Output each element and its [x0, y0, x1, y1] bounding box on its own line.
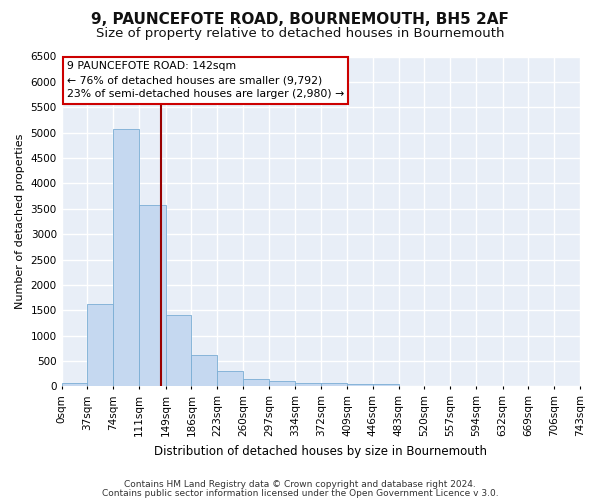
Text: Contains public sector information licensed under the Open Government Licence v : Contains public sector information licen… [101, 489, 499, 498]
Bar [139, 205, 166, 386]
Bar [373, 384, 398, 386]
Bar [321, 382, 347, 386]
Bar [269, 382, 295, 386]
Bar [62, 382, 88, 386]
Bar [166, 316, 191, 386]
Bar [113, 129, 139, 386]
Text: 9, PAUNCEFOTE ROAD, BOURNEMOUTH, BH5 2AF: 9, PAUNCEFOTE ROAD, BOURNEMOUTH, BH5 2AF [91, 12, 509, 28]
Bar [88, 304, 113, 386]
Bar [243, 379, 269, 386]
Bar [295, 382, 321, 386]
Text: 9 PAUNCEFOTE ROAD: 142sqm
← 76% of detached houses are smaller (9,792)
23% of se: 9 PAUNCEFOTE ROAD: 142sqm ← 76% of detac… [67, 62, 344, 100]
Text: Contains HM Land Registry data © Crown copyright and database right 2024.: Contains HM Land Registry data © Crown c… [124, 480, 476, 489]
Y-axis label: Number of detached properties: Number of detached properties [15, 134, 25, 309]
Bar [191, 354, 217, 386]
X-axis label: Distribution of detached houses by size in Bournemouth: Distribution of detached houses by size … [154, 444, 487, 458]
Bar [347, 384, 373, 386]
Bar [217, 371, 243, 386]
Text: Size of property relative to detached houses in Bournemouth: Size of property relative to detached ho… [96, 28, 504, 40]
